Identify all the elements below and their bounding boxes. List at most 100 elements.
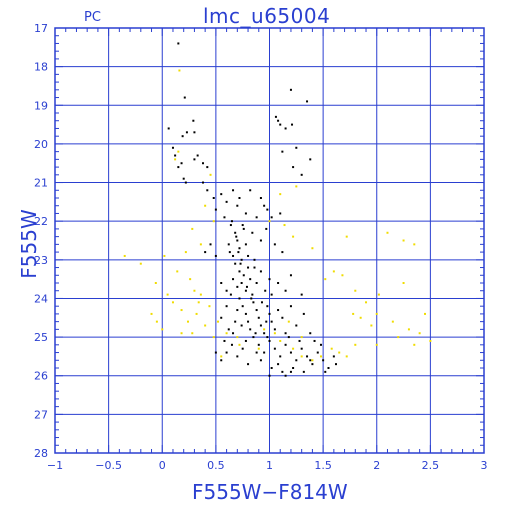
- star-point: [266, 336, 269, 339]
- star-point-yellow: [354, 289, 357, 292]
- star-point: [249, 328, 252, 331]
- star-point: [244, 212, 247, 215]
- star-point: [234, 231, 237, 234]
- star-point: [240, 282, 243, 284]
- star-point-yellow: [191, 332, 194, 335]
- star-point: [319, 343, 322, 346]
- star-point-yellow: [279, 193, 282, 196]
- star-point: [177, 42, 180, 45]
- star-point-yellow: [176, 270, 179, 273]
- star-point: [263, 351, 266, 354]
- star-point: [270, 216, 273, 219]
- star-point: [252, 301, 255, 304]
- star-point: [259, 239, 262, 242]
- star-point-yellow: [155, 320, 158, 323]
- star-point: [241, 305, 244, 308]
- star-point: [302, 370, 305, 373]
- star-point: [289, 274, 292, 277]
- star-point: [284, 127, 287, 130]
- star-point: [223, 216, 226, 219]
- star-point-yellow: [352, 312, 355, 315]
- star-point: [244, 243, 247, 246]
- star-point: [236, 309, 239, 312]
- star-point: [235, 235, 238, 238]
- star-point: [287, 336, 290, 339]
- x-tick-label: 2: [373, 459, 380, 472]
- star-point: [209, 243, 212, 246]
- star-point-yellow: [292, 347, 295, 350]
- star-point: [277, 119, 280, 122]
- star-point-yellow: [386, 231, 389, 234]
- star-point-yellow: [163, 254, 166, 257]
- star-point: [240, 324, 243, 327]
- star-point: [254, 332, 257, 335]
- star-point: [268, 312, 271, 315]
- star-point: [253, 258, 256, 261]
- star-point: [202, 162, 205, 165]
- star-point: [232, 332, 235, 335]
- star-point-yellow: [341, 274, 344, 277]
- x-axis-label: F555W−F814W: [192, 480, 348, 504]
- star-point-yellow: [292, 235, 295, 238]
- star-point: [225, 305, 228, 308]
- star-point: [284, 343, 287, 346]
- star-point-yellow: [193, 289, 196, 292]
- star-point: [281, 370, 284, 373]
- star-point-yellow: [345, 355, 348, 358]
- star-point: [309, 158, 312, 161]
- star-point-yellow: [345, 235, 348, 238]
- star-point-yellow: [197, 301, 200, 304]
- star-point: [245, 285, 248, 288]
- star-point: [265, 227, 268, 230]
- star-point: [230, 343, 233, 346]
- star-point: [238, 247, 241, 250]
- y-tick-label: 21: [34, 177, 48, 190]
- star-point-yellow: [191, 227, 194, 230]
- star-point: [284, 289, 287, 292]
- star-point: [240, 258, 243, 261]
- star-point: [300, 293, 303, 296]
- star-point: [229, 293, 232, 296]
- star-point: [193, 131, 196, 134]
- star-point: [295, 324, 298, 327]
- y-tick-label: 18: [34, 61, 48, 74]
- star-point: [241, 347, 244, 350]
- star-point: [289, 351, 292, 354]
- x-tick-label: 1: [266, 459, 273, 472]
- star-point: [225, 289, 228, 292]
- star-point: [324, 370, 327, 373]
- star-point: [247, 266, 250, 269]
- star-point: [202, 181, 205, 184]
- star-point-yellow: [236, 336, 239, 339]
- x-tick-label: 1.5: [314, 459, 332, 472]
- star-point: [227, 328, 230, 331]
- star-point-yellow: [180, 332, 183, 335]
- data-points: [123, 42, 432, 377]
- star-point: [255, 351, 258, 354]
- star-point: [268, 339, 271, 342]
- star-point: [232, 254, 235, 257]
- star-point: [257, 316, 260, 319]
- star-point-yellow: [338, 351, 341, 354]
- star-point-yellow: [311, 247, 314, 250]
- star-point: [236, 285, 239, 288]
- star-point-yellow: [407, 328, 410, 331]
- star-point: [279, 355, 282, 358]
- star-point-yellow: [283, 224, 286, 227]
- star-point: [177, 166, 180, 169]
- star-point: [300, 347, 303, 350]
- star-point: [273, 347, 276, 350]
- star-point: [225, 200, 228, 203]
- star-point: [220, 316, 223, 319]
- star-point: [327, 367, 330, 369]
- star-point: [273, 328, 276, 331]
- star-point-yellow: [268, 220, 271, 223]
- star-point: [247, 320, 250, 323]
- star-point-yellow: [429, 339, 432, 342]
- star-point-yellow: [171, 301, 174, 304]
- star-point-yellow: [238, 343, 241, 346]
- star-point-yellow: [174, 158, 177, 161]
- star-point: [266, 208, 269, 211]
- star-point: [171, 146, 174, 149]
